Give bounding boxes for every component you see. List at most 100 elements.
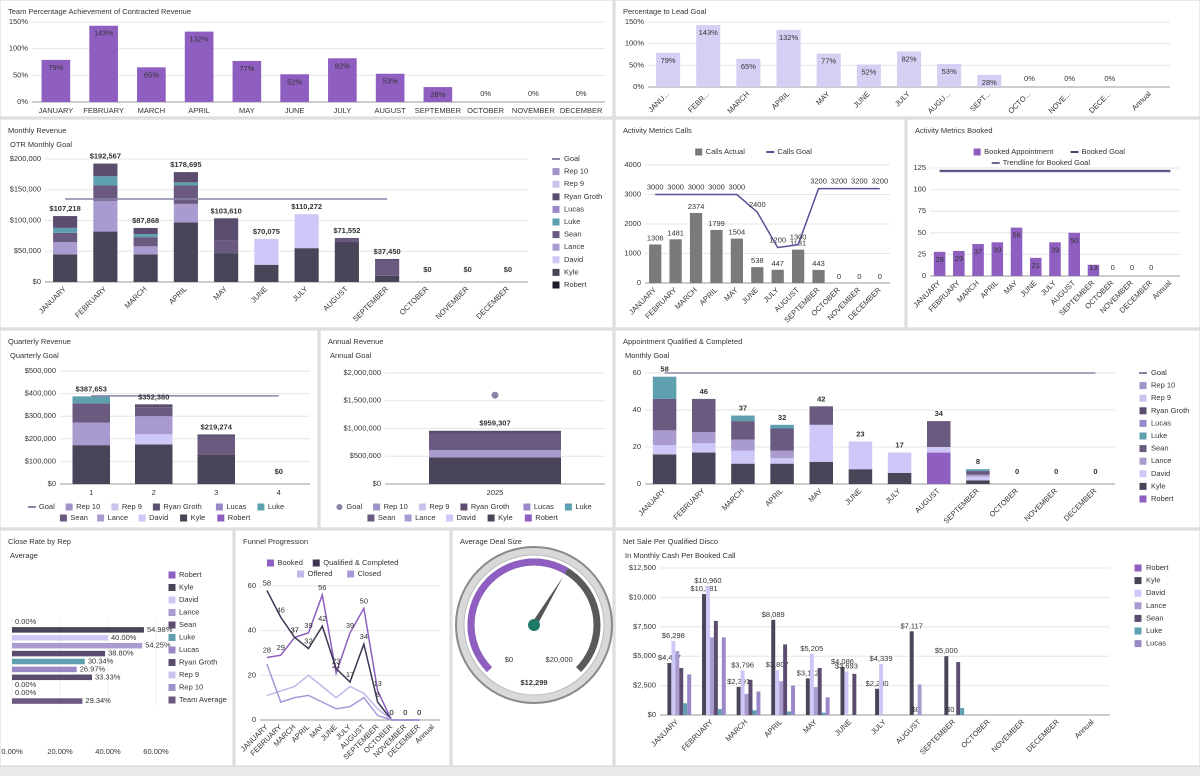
data-label: $0 xyxy=(911,705,919,714)
legend-label: Rep 9 xyxy=(122,502,142,511)
data-label: 3200 xyxy=(831,177,848,186)
data-label: 39 xyxy=(346,621,354,630)
bar xyxy=(133,227,158,235)
bar xyxy=(709,637,714,715)
x-tick-label: 1 xyxy=(89,488,93,497)
data-label: 3200 xyxy=(871,177,888,186)
legend-label: Ryan Groth xyxy=(471,502,509,511)
y-tick-label: 20 xyxy=(248,670,256,679)
bar xyxy=(840,666,845,715)
chart-title: Net Sale Per Qualified Disco xyxy=(623,537,718,546)
bar xyxy=(652,398,677,431)
x-tick-label: JULY xyxy=(333,106,351,115)
legend-swatch xyxy=(1139,495,1147,503)
y-tick-label: 40 xyxy=(248,626,256,635)
bar xyxy=(12,642,143,649)
data-label: 40.00% xyxy=(111,633,137,642)
data-label: 132% xyxy=(190,35,210,44)
data-label: 17 xyxy=(346,670,354,679)
bar xyxy=(966,474,990,477)
total-label: 32 xyxy=(778,413,786,422)
total-label: $959,307 xyxy=(479,419,510,428)
legend-label: Robert xyxy=(535,513,558,522)
bar xyxy=(173,185,198,204)
legend-label: Rep 10 xyxy=(564,167,588,176)
total-label: $178,695 xyxy=(170,160,201,169)
data-label: 65% xyxy=(741,62,756,71)
data-label: 0 xyxy=(878,272,882,281)
y-tick-label: $2,500 xyxy=(633,681,656,690)
bar xyxy=(875,688,880,715)
total-label: 42 xyxy=(817,394,825,403)
x-tick-label: FEBRUARY xyxy=(83,106,124,115)
gauge-value-arc xyxy=(467,558,569,673)
legend-swatch xyxy=(312,559,320,567)
total-label: $103,610 xyxy=(210,206,241,215)
data-label: 77% xyxy=(239,64,254,73)
chart-title: Average Deal Size xyxy=(460,537,522,546)
bar xyxy=(736,58,761,87)
total-label: $70,075 xyxy=(253,227,280,236)
bar xyxy=(214,218,239,241)
legend-label: Robert xyxy=(179,570,202,579)
data-label: 8 xyxy=(376,690,380,699)
bar xyxy=(173,203,198,223)
bar xyxy=(756,691,761,715)
y-tick-label: 40 xyxy=(633,405,641,414)
bar xyxy=(779,681,784,715)
panel xyxy=(906,118,1200,329)
y-tick-label: $7,500 xyxy=(633,622,656,631)
y-tick-label: $2,000,000 xyxy=(343,368,381,377)
data-label: 50 xyxy=(360,596,368,605)
bar xyxy=(652,430,677,446)
bar xyxy=(375,275,400,282)
legend-swatch xyxy=(460,503,468,511)
data-label: 65% xyxy=(144,70,159,79)
y-tick-label: 0% xyxy=(633,82,644,91)
bar xyxy=(375,73,405,102)
legend-label: Lance xyxy=(179,607,199,616)
x-tick-label: AUGUST xyxy=(374,106,406,115)
total-label: 8 xyxy=(976,457,980,466)
bar xyxy=(844,671,849,715)
legend-swatch xyxy=(111,503,119,511)
bar xyxy=(375,260,400,276)
legend-label: Lance xyxy=(1151,456,1171,465)
total-label: 58 xyxy=(660,365,668,374)
legend-swatch xyxy=(552,168,560,176)
y-tick-label: $100,000 xyxy=(10,215,41,224)
bar xyxy=(927,421,951,447)
data-label: 1481 xyxy=(667,228,684,237)
total-label: $107,218 xyxy=(49,204,80,213)
data-label: 39 xyxy=(304,621,312,630)
bar xyxy=(966,480,990,484)
y-tick-label: $0 xyxy=(48,479,56,488)
legend-label: Offered xyxy=(308,569,333,578)
legend-label: David xyxy=(457,513,476,522)
x-tick-label: MAY xyxy=(239,106,255,115)
data-label: 13 xyxy=(374,679,382,688)
bar xyxy=(679,667,684,715)
panel xyxy=(234,529,451,767)
bar xyxy=(927,447,951,453)
bar xyxy=(771,619,776,715)
chart-title: Appointment Qualified & Completed xyxy=(623,337,742,346)
bar xyxy=(1010,227,1023,276)
data-label: 58 xyxy=(263,578,271,587)
legend-label: Closed xyxy=(358,569,381,578)
y-tick-label: $50,000 xyxy=(14,246,41,255)
legend-swatch xyxy=(552,281,560,289)
data-label: 0 xyxy=(1130,263,1134,272)
data-label: 0% xyxy=(576,89,587,98)
bar xyxy=(809,461,833,484)
y-tick-label: 2000 xyxy=(624,219,641,228)
data-label: 1504 xyxy=(729,228,746,237)
data-label: 0 xyxy=(1149,263,1153,272)
legend-label: Sean xyxy=(1151,444,1169,453)
legend-label: Lucas xyxy=(534,502,554,511)
legend-swatch xyxy=(404,514,412,522)
legend-label: Booked Goal xyxy=(1082,147,1126,156)
legend-swatch xyxy=(1134,564,1142,572)
y-tick-label: 0 xyxy=(637,479,641,488)
legend-swatch xyxy=(152,503,160,511)
